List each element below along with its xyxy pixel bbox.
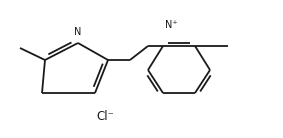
Text: Cl⁻: Cl⁻ xyxy=(96,109,114,123)
Text: N: N xyxy=(74,27,82,37)
Text: N⁺: N⁺ xyxy=(165,20,178,30)
